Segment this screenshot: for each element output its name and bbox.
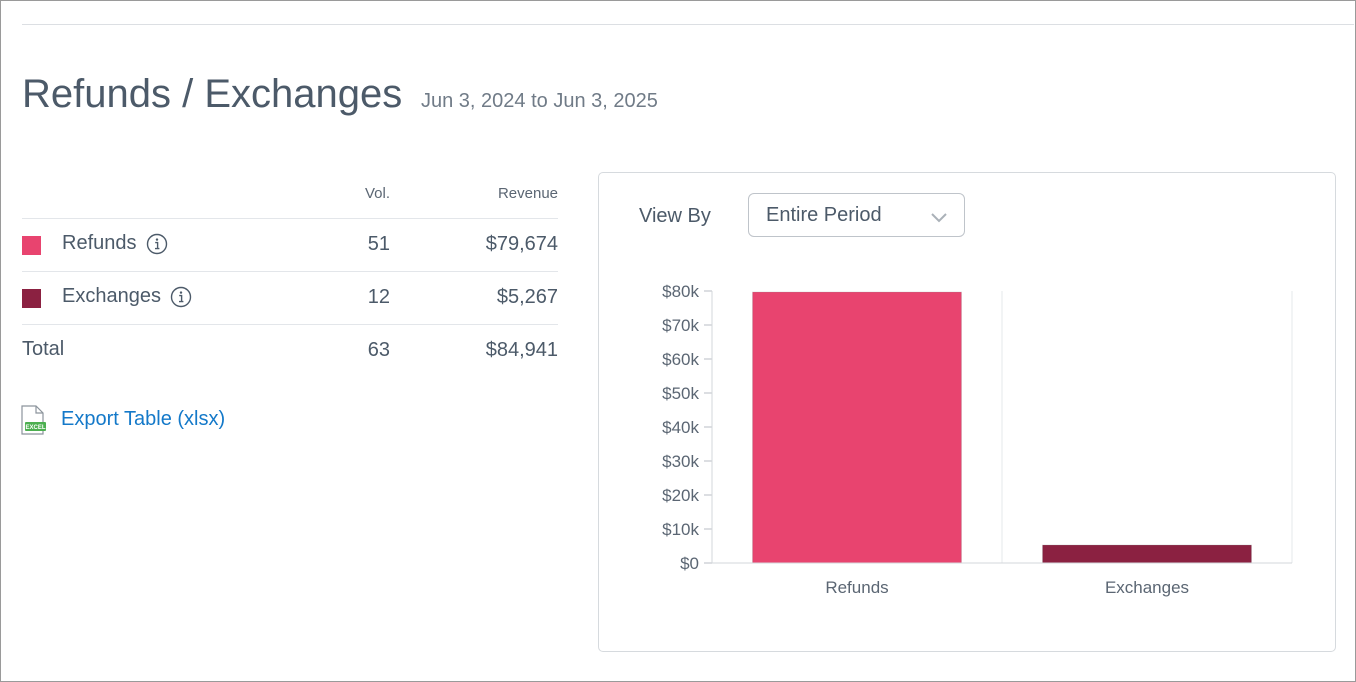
y-tick-label: $20k	[662, 486, 699, 505]
excel-file-icon: EXCEL	[21, 405, 46, 435]
summary-table: Vol. Revenue Refunds 51 $79,674 Exchange…	[22, 175, 558, 377]
y-tick-label: $60k	[662, 350, 699, 369]
view-by-label: View By	[639, 205, 711, 227]
y-tick-label: $80k	[662, 282, 699, 301]
column-header-volume: Vol.	[364, 185, 390, 202]
export-table-label[interactable]: Export Table (xlsx)	[61, 408, 226, 430]
excel-icon-text: EXCEL	[25, 425, 45, 431]
info-icon[interactable]	[170, 286, 192, 308]
view-by-selected-value: Entire Period	[766, 204, 882, 226]
chart-panel: View By Entire Period $0 $10k $20k $30k $40k…	[598, 172, 1336, 652]
y-tick-label: $0	[680, 554, 699, 573]
x-tick-label: Refunds	[825, 578, 888, 597]
header-divider	[22, 24, 1354, 25]
exchanges-label: Exchanges	[62, 285, 161, 307]
column-header-revenue: Revenue	[497, 185, 558, 202]
y-tick-label: $30k	[662, 452, 699, 471]
bar-chart: $0 $10k $20k $30k $40k $50k $60k $70k $80k Refund…	[662, 282, 1293, 597]
refunds-volume: 51	[367, 233, 390, 255]
chevron-down-icon	[931, 213, 947, 223]
bar-refunds	[752, 291, 962, 564]
x-tick-label: Exchanges	[1105, 578, 1189, 597]
table-header: Vol. Revenue	[22, 175, 558, 219]
view-by-select[interactable]: Entire Period	[748, 193, 965, 237]
refunds-color-swatch	[22, 236, 41, 255]
table-row-exchanges: Exchanges 12 $5,267	[22, 272, 558, 325]
refunds-revenue: $79,674	[485, 233, 558, 255]
total-volume: 63	[367, 339, 390, 361]
y-tick-label: $40k	[662, 418, 699, 437]
total-revenue: $84,941	[485, 339, 558, 361]
y-tick-label: $70k	[662, 316, 699, 335]
table-row-refunds: Refunds 51 $79,674	[22, 219, 558, 272]
refunds-label: Refunds	[62, 232, 137, 254]
total-label: Total	[22, 338, 65, 360]
exchanges-color-swatch	[22, 289, 41, 308]
date-range: Jun 3, 2024 to Jun 3, 2025	[421, 90, 658, 112]
bar-exchanges	[1042, 544, 1252, 564]
y-tick-label: $10k	[662, 520, 699, 539]
page-title: Refunds / Exchanges	[22, 72, 403, 116]
table-row-total: Total 63 $84,941	[22, 325, 558, 377]
exchanges-revenue: $5,267	[496, 286, 558, 308]
exchanges-volume: 12	[367, 286, 390, 308]
y-tick-label: $50k	[662, 384, 699, 403]
info-icon[interactable]	[146, 233, 168, 255]
